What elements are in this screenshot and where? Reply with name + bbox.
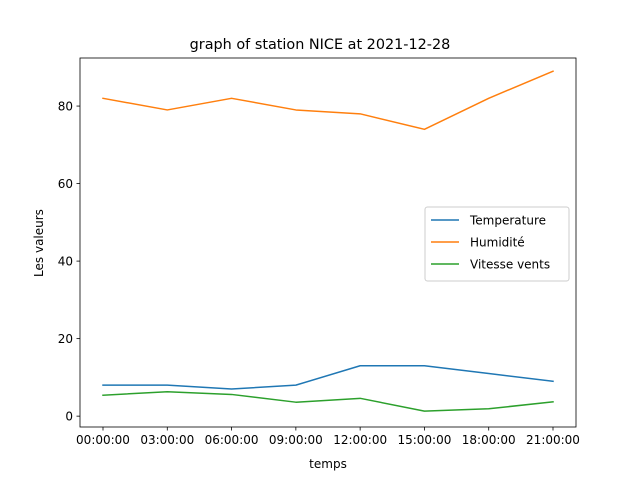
legend-entry: Temperature — [469, 213, 546, 227]
x-tick-label: 15:00:00 — [397, 433, 451, 447]
y-tick-label: 0 — [65, 409, 73, 423]
series-line-0 — [102, 365, 554, 390]
x-tick-label: 18:00:00 — [462, 433, 516, 447]
x-axis-ticks: 00:00:00 03:00:00 06:00:00 09:00:00 12:00:00… — [76, 427, 580, 447]
x-tick-label: 09:00:00 — [269, 433, 323, 447]
y-axis-ticks: 0 20 40 60 80 — [58, 99, 80, 423]
x-tick-label: 21:00:00 — [526, 433, 580, 447]
legend-box — [424, 206, 570, 282]
y-tick-label: 40 — [58, 254, 73, 268]
legend: Temperature Humidité Vitesse vents — [424, 206, 570, 282]
legend-entry: Vitesse vents — [470, 257, 550, 271]
chart-title: graph of station NICE at 2021-12-28 — [190, 37, 451, 53]
x-tick-label: 12:00:00 — [333, 433, 387, 447]
y-tick-label: 60 — [58, 177, 73, 191]
y-tick-label: 20 — [58, 332, 73, 346]
y-tick-label: 80 — [58, 99, 73, 113]
x-tick-label: 00:00:00 — [76, 433, 130, 447]
axes-frame — [79, 57, 577, 428]
series-line-1 — [102, 70, 554, 131]
series-line-2 — [102, 390, 554, 412]
x-axis-label: temps — [309, 457, 347, 471]
legend-entry: Humidité — [470, 235, 525, 249]
x-tick-label: 03:00:00 — [140, 433, 194, 447]
y-axis-label: Les valeurs — [32, 209, 46, 277]
plot-area — [79, 57, 577, 428]
x-tick-label: 06:00:00 — [205, 433, 259, 447]
